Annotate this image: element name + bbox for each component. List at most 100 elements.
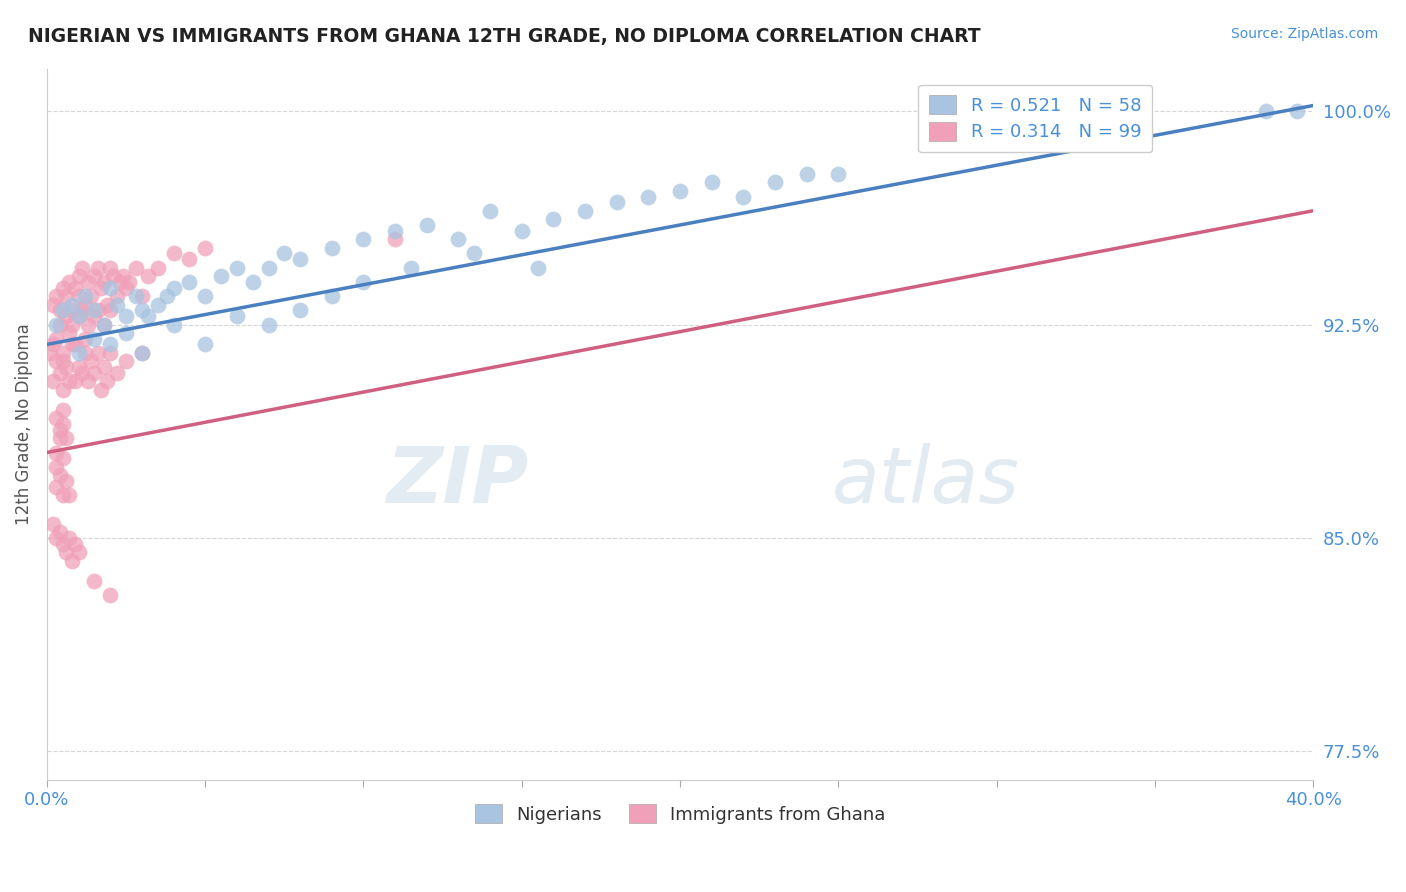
Point bbox=[73, 297, 96, 311]
Point bbox=[225, 260, 247, 275]
Point bbox=[60, 297, 83, 311]
Point bbox=[162, 280, 184, 294]
Point bbox=[52, 354, 75, 368]
Point bbox=[52, 303, 75, 318]
Point bbox=[52, 451, 75, 466]
Point bbox=[42, 337, 65, 351]
Point bbox=[65, 280, 87, 294]
Point bbox=[93, 275, 115, 289]
Point bbox=[42, 297, 65, 311]
Point bbox=[42, 375, 65, 389]
Point bbox=[65, 536, 87, 550]
Point bbox=[58, 531, 80, 545]
Point bbox=[45, 318, 67, 332]
Point bbox=[447, 232, 470, 246]
Point bbox=[83, 309, 105, 323]
Point bbox=[60, 303, 83, 318]
Point bbox=[796, 167, 818, 181]
Point bbox=[48, 303, 70, 318]
Point bbox=[80, 289, 103, 303]
Point bbox=[83, 303, 105, 318]
Point bbox=[55, 474, 77, 488]
Point bbox=[131, 346, 153, 360]
Point bbox=[136, 269, 159, 284]
Point bbox=[399, 260, 422, 275]
Point bbox=[162, 318, 184, 332]
Point bbox=[67, 289, 90, 303]
Point bbox=[58, 488, 80, 502]
Point bbox=[136, 309, 159, 323]
Point bbox=[48, 468, 70, 483]
Point bbox=[83, 269, 105, 284]
Point bbox=[108, 275, 131, 289]
Point bbox=[42, 516, 65, 531]
Point bbox=[77, 318, 100, 332]
Point bbox=[52, 488, 75, 502]
Point bbox=[39, 346, 62, 360]
Point bbox=[93, 360, 115, 375]
Point bbox=[526, 260, 548, 275]
Point bbox=[77, 375, 100, 389]
Point bbox=[115, 280, 138, 294]
Point bbox=[131, 346, 153, 360]
Point bbox=[257, 260, 280, 275]
Point bbox=[45, 480, 67, 494]
Point bbox=[115, 326, 138, 340]
Point bbox=[733, 189, 755, 203]
Point bbox=[55, 545, 77, 559]
Point bbox=[60, 337, 83, 351]
Point bbox=[48, 525, 70, 540]
Point bbox=[58, 275, 80, 289]
Point bbox=[96, 297, 118, 311]
Point bbox=[70, 260, 93, 275]
Point bbox=[194, 241, 217, 255]
Point bbox=[55, 431, 77, 445]
Point bbox=[98, 303, 121, 318]
Point bbox=[156, 289, 179, 303]
Text: atlas: atlas bbox=[832, 443, 1019, 519]
Point bbox=[353, 275, 375, 289]
Point bbox=[209, 269, 232, 284]
Point bbox=[67, 545, 90, 559]
Point bbox=[103, 269, 125, 284]
Point bbox=[96, 375, 118, 389]
Point bbox=[124, 260, 146, 275]
Point bbox=[606, 195, 628, 210]
Point bbox=[67, 346, 90, 360]
Point bbox=[384, 232, 406, 246]
Point bbox=[73, 289, 96, 303]
Point bbox=[124, 289, 146, 303]
Point bbox=[45, 459, 67, 474]
Point bbox=[763, 175, 786, 189]
Point bbox=[86, 346, 108, 360]
Point bbox=[463, 246, 485, 260]
Point bbox=[90, 280, 112, 294]
Point bbox=[52, 383, 75, 397]
Point bbox=[77, 275, 100, 289]
Point bbox=[115, 354, 138, 368]
Point bbox=[90, 383, 112, 397]
Point bbox=[827, 167, 849, 181]
Point bbox=[67, 309, 90, 323]
Point bbox=[384, 224, 406, 238]
Point bbox=[55, 360, 77, 375]
Point bbox=[98, 337, 121, 351]
Point bbox=[45, 289, 67, 303]
Point bbox=[115, 309, 138, 323]
Point bbox=[70, 303, 93, 318]
Point bbox=[416, 218, 439, 232]
Point bbox=[242, 275, 264, 289]
Point bbox=[111, 269, 134, 284]
Point bbox=[45, 531, 67, 545]
Point bbox=[479, 203, 502, 218]
Point bbox=[131, 303, 153, 318]
Point bbox=[55, 309, 77, 323]
Point bbox=[637, 189, 659, 203]
Point bbox=[45, 354, 67, 368]
Point bbox=[321, 289, 343, 303]
Point bbox=[510, 224, 533, 238]
Point bbox=[105, 297, 128, 311]
Point bbox=[288, 252, 311, 266]
Point bbox=[55, 289, 77, 303]
Text: Source: ZipAtlas.com: Source: ZipAtlas.com bbox=[1230, 27, 1378, 41]
